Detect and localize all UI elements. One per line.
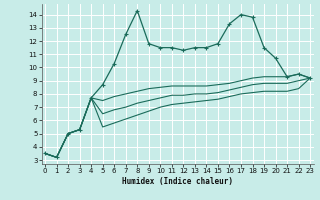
- X-axis label: Humidex (Indice chaleur): Humidex (Indice chaleur): [122, 177, 233, 186]
